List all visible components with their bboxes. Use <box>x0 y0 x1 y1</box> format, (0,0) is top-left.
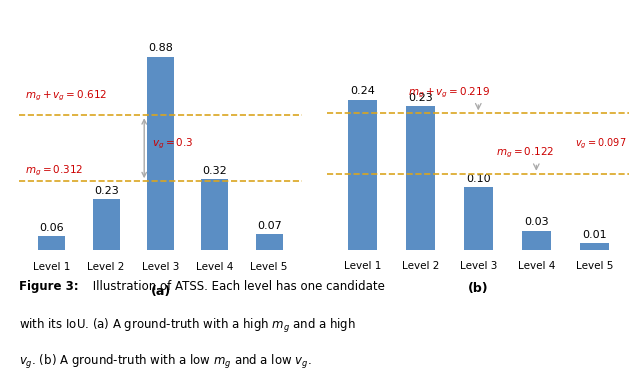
Text: Level 4: Level 4 <box>517 261 555 271</box>
Text: $v_g$. (b) A ground-truth with a low $m_g$ and a low $v_g$.: $v_g$. (b) A ground-truth with a low $m_… <box>19 353 312 371</box>
Text: Level 5: Level 5 <box>576 261 613 271</box>
Bar <box>348 100 377 250</box>
Text: 0.07: 0.07 <box>257 221 282 231</box>
Text: 0.23: 0.23 <box>408 93 433 103</box>
Text: 0.32: 0.32 <box>202 166 227 176</box>
Bar <box>201 179 229 250</box>
Text: Illustration of ATSS. Each level has one candidate: Illustration of ATSS. Each level has one… <box>89 280 385 293</box>
Text: $v_g = 0.3$: $v_g = 0.3$ <box>152 137 194 151</box>
Bar <box>256 234 282 250</box>
Text: Level 5: Level 5 <box>250 262 288 271</box>
Text: 0.10: 0.10 <box>466 174 490 184</box>
Text: 0.06: 0.06 <box>40 223 64 233</box>
Text: $m_g + v_g = 0.612$: $m_g + v_g = 0.612$ <box>24 89 107 103</box>
Text: $m_g = 0.122$: $m_g = 0.122$ <box>496 146 554 160</box>
Text: 0.88: 0.88 <box>148 43 173 53</box>
Bar <box>92 199 120 250</box>
Bar <box>406 106 435 250</box>
Text: Level 3: Level 3 <box>460 261 497 271</box>
Text: Figure 3:: Figure 3: <box>19 280 79 293</box>
Text: Level 3: Level 3 <box>142 262 179 271</box>
Text: Level 2: Level 2 <box>87 262 125 271</box>
Text: 0.23: 0.23 <box>94 186 119 196</box>
Bar <box>39 237 65 250</box>
Bar <box>147 56 174 250</box>
Bar <box>522 231 551 250</box>
Text: 0.03: 0.03 <box>524 217 549 227</box>
Text: Level 4: Level 4 <box>196 262 234 271</box>
Text: Level 1: Level 1 <box>33 262 71 271</box>
Text: Level 2: Level 2 <box>402 261 439 271</box>
Bar <box>580 243 609 250</box>
Bar <box>464 187 493 250</box>
Text: $m_g + v_g = 0.219$: $m_g + v_g = 0.219$ <box>408 85 490 99</box>
Text: $m_g = 0.312$: $m_g = 0.312$ <box>24 164 83 178</box>
Text: (a): (a) <box>150 285 171 298</box>
Text: (b): (b) <box>468 282 489 295</box>
Text: 0.24: 0.24 <box>350 86 375 96</box>
Text: $v_g = 0.097$: $v_g = 0.097$ <box>575 136 626 151</box>
Text: with its IoU. (a) A ground-truth with a high $m_g$ and a high: with its IoU. (a) A ground-truth with a … <box>19 317 356 335</box>
Text: 0.01: 0.01 <box>582 230 607 240</box>
Text: Level 1: Level 1 <box>343 261 381 271</box>
